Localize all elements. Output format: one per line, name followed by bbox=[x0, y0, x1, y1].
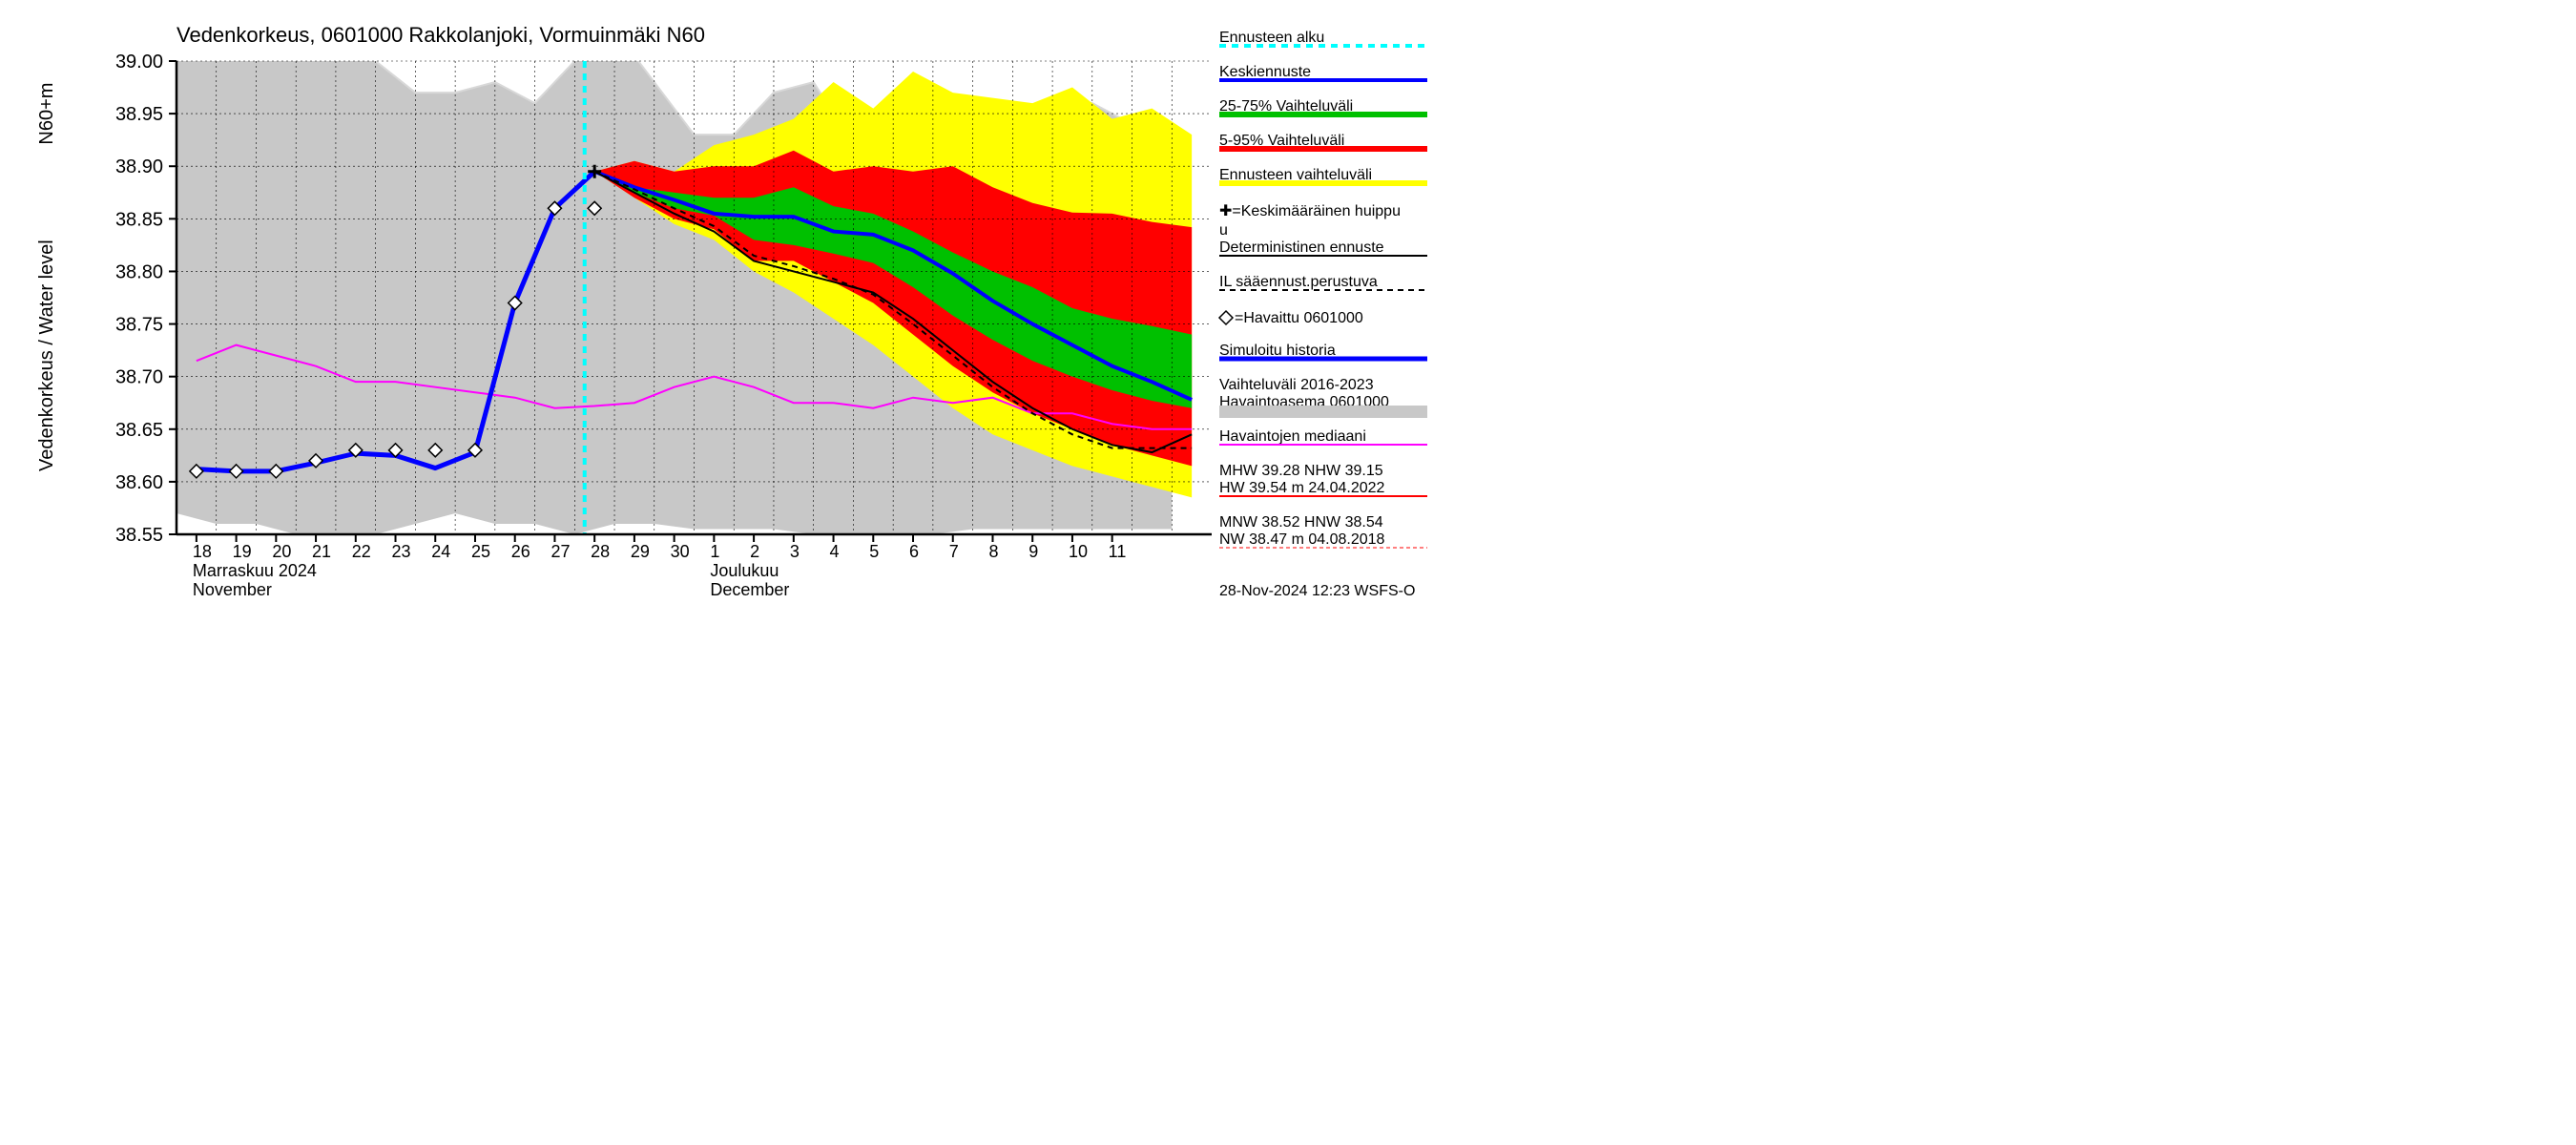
legend-item-median_forecast: Keskiennuste bbox=[1219, 64, 1311, 80]
y-tick-label: 38.60 bbox=[115, 472, 163, 493]
svg-text:u: u bbox=[1219, 222, 1228, 239]
x-tick-label: 18 bbox=[193, 542, 212, 561]
x-tick-label: 5 bbox=[869, 542, 879, 561]
x-tick-label: 22 bbox=[352, 542, 371, 561]
legend-item-forecast_start: Ennusteen alku bbox=[1219, 30, 1324, 46]
x-tick-label: 3 bbox=[790, 542, 800, 561]
x-tick-label: 30 bbox=[671, 542, 690, 561]
y-tick-label: 38.90 bbox=[115, 156, 163, 177]
legend-item-deterministic: Deterministinen ennuste bbox=[1219, 239, 1384, 256]
legend-label-sim_history: Simuloitu historia bbox=[1219, 343, 1336, 359]
svg-text:HW 39.54 m 24.04.2022: HW 39.54 m 24.04.2022 bbox=[1219, 480, 1385, 496]
y-tick-label: 38.70 bbox=[115, 367, 163, 388]
legend-label-mnw: MNW 38.52 HNW 38.54 bbox=[1219, 514, 1383, 531]
legend-label-median_forecast: Keskiennuste bbox=[1219, 64, 1311, 80]
x-tick-label: 21 bbox=[312, 542, 331, 561]
x-tick-label: 2 bbox=[750, 542, 759, 561]
month-label-fi-1: Marraskuu 2024 bbox=[193, 561, 317, 580]
svg-text:NW 38.47 m 04.08.2018: NW 38.47 m 04.08.2018 bbox=[1219, 531, 1385, 548]
y-tick-label: 38.80 bbox=[115, 261, 163, 282]
month-label-fi-2: Joulukuu bbox=[710, 561, 779, 580]
x-tick-label: 27 bbox=[551, 542, 570, 561]
month-label-en-2: December bbox=[710, 580, 789, 599]
y-tick-label: 38.75 bbox=[115, 315, 163, 336]
legend-label-peak: ✚=Keskimääräinen huippu bbox=[1219, 203, 1401, 219]
timestamp: 28-Nov-2024 12:23 WSFS-O bbox=[1219, 583, 1415, 599]
water-level-chart: Vedenkorkeus, 0601000 Rakkolanjoki, Vorm… bbox=[0, 0, 1431, 636]
legend-label-deterministic: Deterministinen ennuste bbox=[1219, 239, 1384, 256]
y-axis-label-top: N60+m bbox=[36, 83, 57, 145]
legend-item-obs: =Havaittu 0601000 bbox=[1219, 310, 1363, 326]
x-tick-label: 25 bbox=[471, 542, 490, 561]
legend-item-mhw: MHW 39.28 NHW 39.15HW 39.54 m 24.04.2022 bbox=[1219, 463, 1385, 496]
legend-item-peak: ✚=Keskimääräinen huippu u bbox=[1219, 203, 1401, 239]
legend-label-forecast_start: Ennusteen alku bbox=[1219, 30, 1324, 46]
x-tick-label: 20 bbox=[272, 542, 291, 561]
legend-label-obs: =Havaittu 0601000 bbox=[1235, 310, 1363, 326]
y-tick-label: 39.00 bbox=[115, 52, 163, 73]
legend-item-deterministic_dash: IL sääennust.perustuva bbox=[1219, 274, 1378, 290]
x-tick-label: 7 bbox=[949, 542, 959, 561]
x-tick-label: 29 bbox=[631, 542, 650, 561]
legend-item-sim_history: Simuloitu historia bbox=[1219, 343, 1336, 359]
x-tick-label: 23 bbox=[392, 542, 411, 561]
x-tick-label: 11 bbox=[1109, 542, 1127, 561]
x-tick-label: 24 bbox=[431, 542, 450, 561]
legend-swatch-hist_band bbox=[1219, 406, 1427, 418]
x-tick-label: 19 bbox=[233, 542, 252, 561]
legend-label-mhw: MHW 39.28 NHW 39.15 bbox=[1219, 463, 1383, 479]
y-tick-label: 38.85 bbox=[115, 209, 163, 230]
y-tick-label: 38.95 bbox=[115, 104, 163, 125]
x-tick-label: 1 bbox=[710, 542, 719, 561]
legend-item-mnw: MNW 38.52 HNW 38.54NW 38.47 m 04.08.2018 bbox=[1219, 514, 1385, 548]
chart-title: Vedenkorkeus, 0601000 Rakkolanjoki, Vorm… bbox=[177, 23, 705, 47]
y-tick-label: 38.65 bbox=[115, 420, 163, 441]
x-tick-label: 9 bbox=[1028, 542, 1038, 561]
x-tick-label: 28 bbox=[591, 542, 610, 561]
x-tick-label: 4 bbox=[830, 542, 840, 561]
y-tick-label: 38.55 bbox=[115, 525, 163, 546]
legend-item-hist_band: Vaihteluväli 2016-2023 Havaintoasema 060… bbox=[1219, 377, 1389, 410]
month-label-en-1: November bbox=[193, 580, 272, 599]
x-tick-label: 8 bbox=[988, 542, 998, 561]
x-tick-label: 6 bbox=[909, 542, 919, 561]
legend-label-hist_band: Vaihteluväli 2016-2023 bbox=[1219, 377, 1374, 393]
x-tick-label: 10 bbox=[1069, 542, 1088, 561]
y-axis-label-bottom: Vedenkorkeus / Water level bbox=[36, 239, 57, 471]
x-tick-label: 26 bbox=[511, 542, 530, 561]
legend-label-median_obs: Havaintojen mediaani bbox=[1219, 428, 1366, 445]
legend-item-median_obs: Havaintojen mediaani bbox=[1219, 428, 1366, 445]
legend-label-deterministic_dash: IL sääennust.perustuva bbox=[1219, 274, 1378, 290]
